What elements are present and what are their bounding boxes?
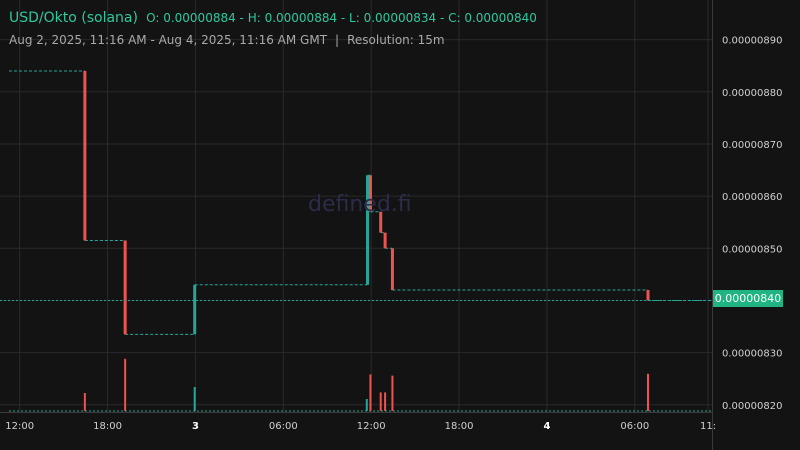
separator: |	[335, 33, 340, 47]
y-tick-label: 0.00000880	[722, 88, 782, 99]
x-tick-label: 06:00	[269, 421, 298, 432]
price-candle	[379, 211, 383, 233]
price-candle	[646, 290, 650, 301]
y-tick-label: 0.00000860	[722, 192, 782, 203]
volume-bar	[391, 375, 394, 411]
resolution: Resolution: 15m	[347, 33, 445, 47]
y-tick-label: 0.00000890	[722, 36, 782, 47]
date-range: Aug 2, 2025, 11:16 AM - Aug 4, 2025, 11:…	[9, 33, 328, 47]
price-candle	[366, 175, 370, 285]
y-tick-label: 0.00000820	[722, 401, 782, 412]
x-tick-label: 11:	[700, 421, 716, 432]
last-price-badge: 0.00000840	[713, 290, 783, 307]
volume-bar	[369, 374, 372, 411]
volume-bar	[646, 373, 649, 411]
x-tick-label: 12:00	[5, 421, 34, 432]
volume-bar	[365, 399, 368, 411]
x-tick-label: 18:00	[93, 421, 122, 432]
chart-header: USD/Okto (solana) O: 0.00000884 - H: 0.0…	[9, 10, 537, 26]
volume-bar	[83, 393, 86, 411]
price-candle	[83, 70, 87, 241]
y-tick-label: 0.00000830	[722, 349, 782, 360]
volume-bar	[193, 387, 196, 411]
pair-name: USD/Okto (solana)	[9, 10, 138, 26]
y-tick-label: 0.00000850	[722, 244, 782, 255]
y-tick-label: 0.00000870	[722, 140, 782, 151]
x-tick-label: 06:00	[620, 421, 649, 432]
chart-subheader: Aug 2, 2025, 11:16 AM - Aug 4, 2025, 11:…	[9, 33, 445, 47]
volume-bar	[379, 392, 382, 411]
price-candle	[390, 248, 394, 291]
ohlc-values: O: 0.00000884 - H: 0.00000884 - L: 0.000…	[146, 11, 537, 25]
x-tick-label: 3	[192, 421, 199, 432]
price-candle	[193, 284, 197, 335]
volume-bar	[124, 358, 127, 411]
volume-bar	[384, 392, 387, 411]
price-candle	[383, 232, 387, 249]
price-candle	[368, 175, 372, 212]
watermark: defined.fi	[308, 192, 412, 217]
x-tick-label: 18:00	[445, 421, 474, 432]
x-tick-label: 4	[543, 421, 550, 432]
price-candle	[123, 240, 127, 335]
x-tick-label: 12:00	[357, 421, 386, 432]
